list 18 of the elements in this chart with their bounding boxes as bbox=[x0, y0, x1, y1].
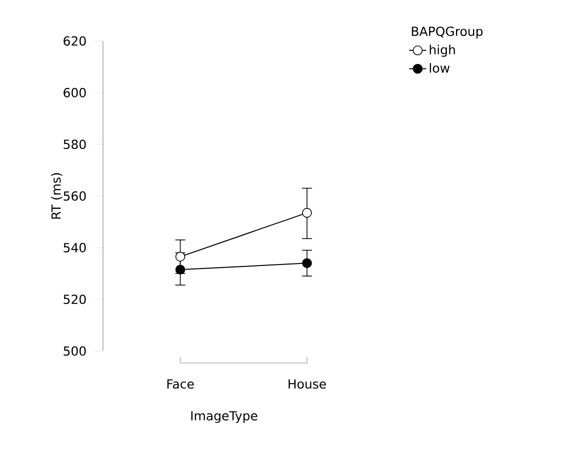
legend-label: low bbox=[430, 63, 450, 73]
legend-title: BAPQGroup bbox=[412, 26, 483, 38]
point bbox=[302, 208, 312, 218]
point bbox=[175, 264, 186, 275]
y-tick-label: 600 bbox=[64, 88, 86, 98]
y-tick-label: 620 bbox=[64, 36, 86, 46]
y-axis-title: RT (ms) bbox=[51, 173, 62, 219]
x-tick-label: Face bbox=[167, 379, 194, 389]
y-tick-label: 580 bbox=[64, 140, 86, 150]
y-tick-label: 500 bbox=[64, 346, 86, 356]
x-axis-title: ImageType bbox=[191, 411, 258, 423]
x-tick-label: House bbox=[288, 379, 326, 389]
y-tick-label: 520 bbox=[64, 294, 86, 304]
point bbox=[302, 258, 312, 268]
y-tick-label: 560 bbox=[64, 191, 86, 201]
y-tick-label: 540 bbox=[64, 242, 86, 252]
point bbox=[175, 252, 186, 262]
legend-label: high bbox=[430, 44, 455, 57]
